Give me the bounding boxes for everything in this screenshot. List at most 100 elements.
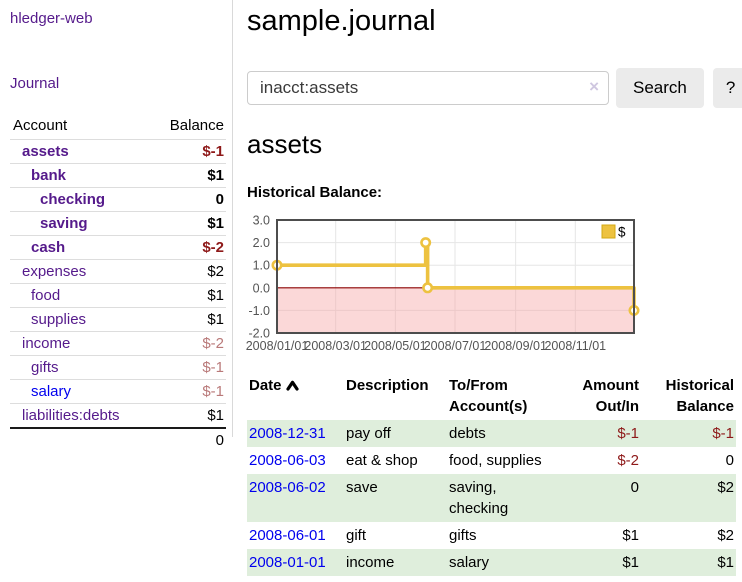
transaction-amount-cell: $1 xyxy=(622,527,639,544)
account-link-cash[interactable]: cash xyxy=(31,239,66,256)
transaction-date-cell: 2008-01-01 xyxy=(247,549,344,576)
accounts-total-spacer xyxy=(10,427,152,452)
account-balance: $1 xyxy=(151,403,226,429)
transaction-description-cell: save xyxy=(346,479,378,496)
transaction-balance-cell: 0 xyxy=(725,452,734,469)
accounts-header-row: Account Balance xyxy=(10,115,226,140)
account-name-cell: assets xyxy=(10,139,152,164)
account-row: income $-2 xyxy=(10,331,226,356)
transaction-date-cell: 2008-06-02 xyxy=(247,474,344,522)
help-button[interactable]: ? xyxy=(712,68,742,108)
transaction-accounts-cell: saving, checking xyxy=(449,479,509,517)
amount-column-header: Amount Out/In xyxy=(582,377,639,415)
page-title: sample.journal xyxy=(247,5,436,37)
transaction-balance-cell: $2 xyxy=(717,479,734,496)
account-row: supplies $1 xyxy=(10,307,226,332)
app-brand-link[interactable]: hledger-web xyxy=(10,10,93,27)
account-row: liabilities:debts $1 xyxy=(10,403,226,429)
description-column-header: Description xyxy=(346,377,429,394)
chart-title: Historical Balance: xyxy=(247,184,383,201)
account-row: gifts $-1 xyxy=(10,355,226,380)
transaction-balance-cell: $1 xyxy=(717,554,734,571)
account-heading: assets xyxy=(247,129,323,159)
transaction-date-link[interactable]: 2008-06-02 xyxy=(249,479,326,496)
account-balance: $1 xyxy=(151,283,226,308)
sidebar: hledger-web Journal Account Balance asse… xyxy=(0,0,233,452)
transaction-date-link[interactable]: 2008-06-01 xyxy=(249,527,326,544)
account-row: cash $-2 xyxy=(10,235,226,260)
transaction-amount-cell: $-1 xyxy=(617,425,639,442)
account-name-cell: saving xyxy=(10,211,152,236)
account-row: salary $-1 xyxy=(10,379,226,404)
transaction-date-link[interactable]: 2008-01-01 xyxy=(249,554,326,571)
svg-text:2008/07/01: 2008/07/01 xyxy=(424,339,487,353)
svg-text:-1.0: -1.0 xyxy=(248,304,270,318)
transaction-description-cell: pay off xyxy=(346,425,391,442)
date-column-header[interactable]: Date xyxy=(247,373,344,420)
svg-text:2008/11/01: 2008/11/01 xyxy=(544,339,606,353)
account-link-bank[interactable]: bank xyxy=(31,167,67,184)
account-link-checking[interactable]: checking xyxy=(40,191,106,208)
transaction-accounts-cell: debts xyxy=(449,425,486,442)
svg-text:-2.0: -2.0 xyxy=(248,327,270,341)
transaction-row: 2008-12-31 pay off debts $-1 $-1 xyxy=(247,420,736,447)
balance-column-header: Historical Balance xyxy=(665,377,734,415)
account-link-salary[interactable]: salary xyxy=(31,383,72,400)
account-balance: $-2 xyxy=(151,331,226,356)
account-link-gifts[interactable]: gifts xyxy=(31,359,59,376)
account-name-cell: food xyxy=(10,283,152,308)
account-balance: $1 xyxy=(151,211,226,236)
account-balance: $2 xyxy=(151,259,226,284)
accounts-total-value: 0 xyxy=(151,427,226,452)
main-content: sample.journal × Search ? assets Histori… xyxy=(233,0,742,582)
account-link-saving[interactable]: saving xyxy=(40,215,88,232)
account-link-supplies[interactable]: supplies xyxy=(31,311,87,328)
svg-text:3.0: 3.0 xyxy=(253,214,270,228)
account-name-cell: checking xyxy=(10,187,152,212)
account-link-food[interactable]: food xyxy=(31,287,61,304)
svg-text:2.0: 2.0 xyxy=(253,236,270,250)
account-row: expenses $2 xyxy=(10,259,226,284)
svg-text:1.0: 1.0 xyxy=(253,259,270,273)
transaction-date-cell: 2008-12-31 xyxy=(247,420,344,447)
transaction-accounts-cell: gifts xyxy=(449,527,477,544)
app-brand: hledger-web xyxy=(10,10,232,28)
account-balance: $-1 xyxy=(151,139,226,164)
sidebar-item-journal[interactable]: Journal xyxy=(10,75,60,92)
transaction-date-link[interactable]: 2008-06-03 xyxy=(249,452,326,469)
transaction-date-link[interactable]: 2008-12-31 xyxy=(249,425,326,442)
account-name-cell: expenses xyxy=(10,259,152,284)
accounts-column-header: To/From Account(s) xyxy=(449,377,528,415)
svg-text:2008/01/01: 2008/01/01 xyxy=(246,339,309,353)
transaction-accounts-cell: salary xyxy=(449,554,490,571)
transaction-amount-cell: $1 xyxy=(622,554,639,571)
transaction-row: 2008-06-01 gift gifts $1 $2 xyxy=(247,522,736,549)
account-name-cell: supplies xyxy=(10,307,152,332)
account-link-expenses[interactable]: expenses xyxy=(22,263,87,280)
sort-ascending-icon xyxy=(285,380,299,391)
search-button[interactable]: Search xyxy=(616,68,704,108)
account-row: bank $1 xyxy=(10,163,226,188)
account-row: saving $1 xyxy=(10,211,226,236)
account-link-liabilities-debts[interactable]: liabilities:debts xyxy=(22,407,120,424)
search-bar: × Search ? xyxy=(247,68,742,108)
transaction-date-cell: 2008-06-03 xyxy=(247,447,344,474)
sidebar-nav: Journal xyxy=(10,75,232,93)
date-column-label: Date xyxy=(249,377,282,394)
svg-text:0.0: 0.0 xyxy=(253,281,270,295)
account-name-cell: cash xyxy=(10,235,152,260)
clear-search-icon[interactable]: × xyxy=(589,77,599,96)
balance-chart-svg: 3.0 2.0 1.0 0.0 -1.0 -2.02008/01/012008/03/01… xyxy=(246,214,640,353)
transaction-balance-cell: $-1 xyxy=(712,425,734,442)
account-balance: $1 xyxy=(151,163,226,188)
account-name-cell: salary xyxy=(10,379,152,404)
transaction-row: 2008-06-03 eat & shop food, supplies $-2 0 xyxy=(247,447,736,474)
svg-text:$: $ xyxy=(618,225,626,240)
account-name-cell: liabilities:debts xyxy=(10,403,152,429)
account-link-assets[interactable]: assets xyxy=(22,143,69,160)
transaction-accounts-cell: food, supplies xyxy=(449,452,542,469)
transaction-amount-cell: $-2 xyxy=(617,452,639,469)
account-link-income[interactable]: income xyxy=(22,335,71,352)
search-input[interactable] xyxy=(247,71,609,105)
